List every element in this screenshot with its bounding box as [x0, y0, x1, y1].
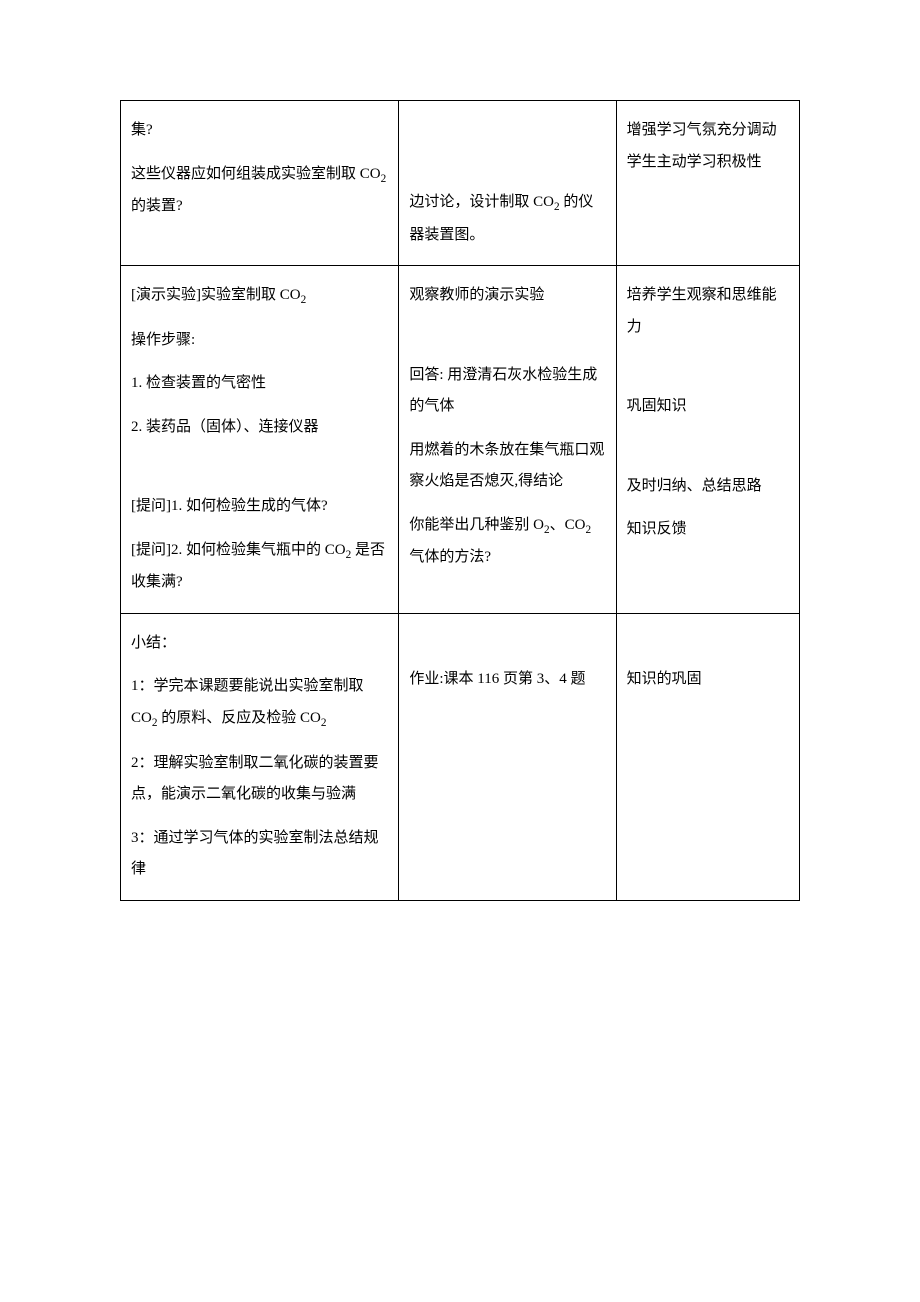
student-activity-cell: 观察教师的演示实验 回答: 用澄清石灰水检验生成的气体 用燃着的木条放在集气瓶口… — [399, 266, 616, 614]
subscript: 2 — [585, 524, 591, 536]
text: 知识反馈 — [627, 521, 687, 537]
text: 增强学习气氛充分调动学生主动学习积极性 — [627, 122, 777, 170]
student-activity-cell: 作业:课本 116 页第 3、4 题 — [399, 613, 616, 900]
text: 你能举出几种鉴别 O — [409, 517, 544, 533]
text: 及时归纳、总结思路 — [627, 478, 762, 494]
table-row: [演示实验]实验室制取 CO2 操作步骤: 1. 检查装置的气密性 2. 装药品… — [121, 266, 800, 614]
text: 巩固知识 — [627, 398, 687, 414]
table-row: 集? 这些仪器应如何组装成实验室制取 CO2 的装置? 边讨论，设计制取 CO2… — [121, 101, 800, 266]
student-activity-cell: 边讨论，设计制取 CO2 的仪器装置图。 — [399, 101, 616, 266]
intent-cell: 知识的巩固 — [616, 613, 799, 900]
text: 小结： — [131, 635, 176, 651]
intent-cell: 培养学生观察和思维能力 巩固知识 及时归纳、总结思路 知识反馈 — [616, 266, 799, 614]
text: 回答: 用澄清石灰水检验生成的气体 — [409, 367, 597, 415]
text: [提问]1. 如何检验生成的气体? — [131, 498, 328, 514]
text: 培养学生观察和思维能力 — [627, 287, 777, 335]
text: 的原料、反应及检验 CO — [157, 710, 320, 726]
text: 这些仪器应如何组装成实验室制取 CO — [131, 166, 381, 182]
text: [提问]2. 如何检验集气瓶中的 CO — [131, 542, 346, 558]
text: 2. 装药品（固体）、连接仪器 — [131, 419, 319, 435]
text: 集? — [131, 122, 153, 138]
text: 用燃着的木条放在集气瓶口观察火焰是否熄灭,得结论 — [409, 442, 604, 490]
text: 知识的巩固 — [627, 671, 702, 687]
subscript: 2 — [321, 717, 327, 729]
text: 操作步骤: — [131, 332, 195, 348]
lesson-plan-table: 集? 这些仪器应如何组装成实验室制取 CO2 的装置? 边讨论，设计制取 CO2… — [120, 100, 800, 901]
text: 观察教师的演示实验 — [409, 287, 544, 303]
table-row: 小结： 1：学完本课题要能说出实验室制取 CO2 的原料、反应及检验 CO2 2… — [121, 613, 800, 900]
text: [演示实验]实验室制取 CO — [131, 287, 301, 303]
text: 气体的方法? — [409, 549, 491, 565]
text: 作业:课本 116 页第 3、4 题 — [409, 671, 585, 687]
subscript: 2 — [301, 294, 307, 306]
intent-cell: 增强学习气氛充分调动学生主动学习积极性 — [616, 101, 799, 266]
text: 边讨论，设计制取 CO — [409, 194, 554, 210]
text: 3：通过学习气体的实验室制法总结规律 — [131, 830, 379, 878]
text: 1. 检查装置的气密性 — [131, 375, 266, 391]
subscript: 2 — [381, 173, 387, 185]
text: 的装置? — [131, 198, 183, 214]
teacher-activity-cell: 集? 这些仪器应如何组装成实验室制取 CO2 的装置? — [121, 101, 399, 266]
teacher-activity-cell: [演示实验]实验室制取 CO2 操作步骤: 1. 检查装置的气密性 2. 装药品… — [121, 266, 399, 614]
text: 、CO — [550, 517, 586, 533]
text: 2：理解实验室制取二氧化碳的装置要点，能演示二氧化碳的收集与验满 — [131, 755, 379, 803]
teacher-activity-cell: 小结： 1：学完本课题要能说出实验室制取 CO2 的原料、反应及检验 CO2 2… — [121, 613, 399, 900]
